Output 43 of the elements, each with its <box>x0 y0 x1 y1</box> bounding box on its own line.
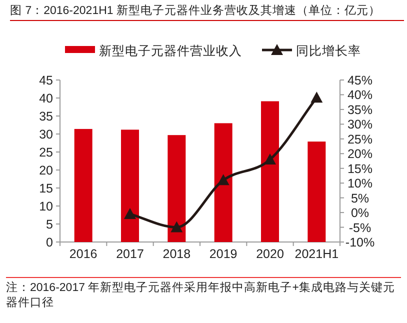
y2-tick-label: 10% <box>347 176 373 191</box>
y-tick-label: 0 <box>46 236 54 250</box>
legend-label: 同比增长率 <box>296 43 361 58</box>
y-tick-label: 10 <box>39 200 54 214</box>
y-tick-label: 20 <box>39 164 54 178</box>
y2-tick-label: 45% <box>347 74 373 88</box>
point <box>310 92 323 103</box>
y2-tick-label: 20% <box>347 147 373 162</box>
y-tick-label: 40 <box>39 92 54 106</box>
y2-tick-label: 5% <box>350 191 370 206</box>
x-tick-label: 2018 <box>162 247 191 261</box>
y2-tick-label: 15% <box>347 162 373 176</box>
y2-tick-label: 35% <box>347 102 373 117</box>
y-tick-label: 35 <box>39 110 54 124</box>
x-tick-label: 2019 <box>209 247 238 261</box>
x-tick-label: 2017 <box>116 247 144 261</box>
point <box>264 154 276 165</box>
bar <box>261 101 279 242</box>
point <box>170 221 183 232</box>
bar <box>168 135 186 242</box>
y2-tick-label: 40% <box>347 88 373 102</box>
text: 注：2016-2017 年新型电子元器件采用年报中高新电子+集成电路与关键元器件口径 <box>6 277 401 311</box>
y-tick-label: 15 <box>39 182 54 196</box>
chart-title: 图 7：2016-2021H1 新型电子元器件业务营收及其增速（单位：亿元） <box>10 3 404 21</box>
bar <box>121 130 139 242</box>
y-tick-label: 45 <box>39 74 54 88</box>
bar <box>74 128 92 242</box>
y2-tick-label: 25% <box>347 132 373 146</box>
y2-tick-label: -5% <box>348 220 372 235</box>
bar <box>214 123 232 242</box>
y2-tick-label: 0% <box>350 206 370 220</box>
y2-tick-label: 30% <box>347 118 373 132</box>
bar <box>308 142 326 242</box>
point <box>217 174 230 186</box>
x-tick-label: 2020 <box>256 247 284 261</box>
point <box>124 208 136 220</box>
y2-tick-label: -10% <box>345 236 375 250</box>
legend-label: 新型电子元器件营业收入 <box>99 44 242 58</box>
x-tick-label: 2016 <box>69 247 98 261</box>
x-tick-label: 2021H1 <box>294 247 339 261</box>
y-tick-label: 5 <box>46 218 54 232</box>
y-tick-label: 25 <box>39 146 54 160</box>
y-tick-label: 30 <box>39 128 54 142</box>
